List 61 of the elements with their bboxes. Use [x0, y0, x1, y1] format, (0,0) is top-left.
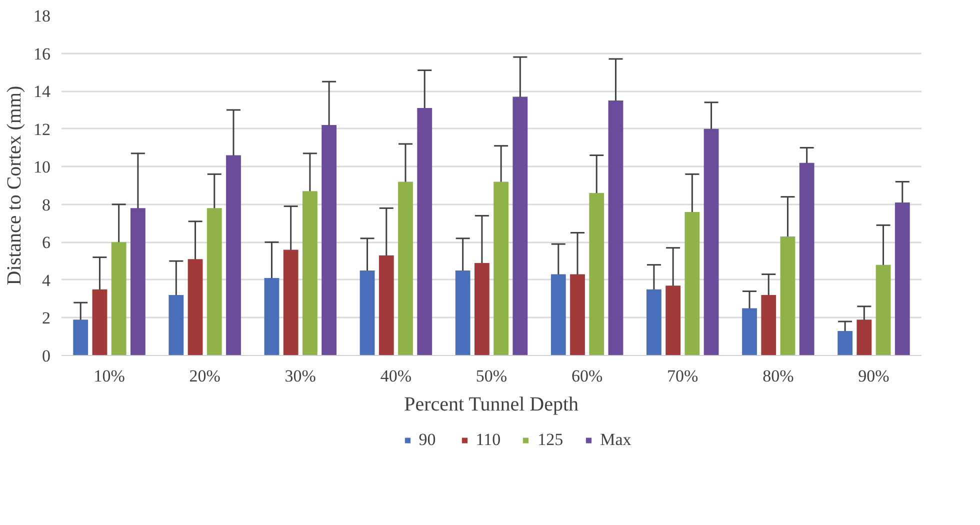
bar	[360, 270, 375, 356]
bar	[608, 100, 624, 356]
bar	[111, 242, 126, 356]
y-tick-label: 18	[34, 6, 50, 26]
x-tick-label: 10%	[94, 366, 125, 386]
y-tick-label: 4	[42, 270, 51, 290]
bar	[838, 330, 853, 356]
y-tick-label: 12	[34, 120, 50, 139]
x-tick-label: 20%	[189, 366, 220, 386]
bar	[92, 289, 108, 356]
bar	[130, 208, 146, 356]
bar	[494, 182, 509, 356]
x-tick-label: 30%	[284, 366, 316, 386]
y-tick-label: 14	[34, 82, 51, 102]
y-tick-label: 10	[34, 158, 50, 177]
bar	[666, 286, 681, 356]
y-axis-title: Distance to Cortex (mm)	[4, 86, 26, 286]
x-axis-title: Percent Tunnel Depth	[404, 394, 579, 416]
bar	[188, 259, 203, 356]
bar	[168, 295, 184, 356]
bar	[646, 289, 662, 356]
bar	[799, 162, 814, 356]
y-tick-label: 0	[42, 346, 50, 366]
bar	[226, 155, 241, 356]
bar	[704, 128, 719, 356]
bar	[73, 320, 88, 356]
bar	[474, 262, 490, 356]
bar	[512, 96, 528, 356]
bar	[856, 320, 872, 356]
bar	[761, 295, 776, 356]
x-tick-label: 40%	[380, 366, 412, 386]
y-tick-label: 2	[42, 308, 50, 328]
x-tick-label: 60%	[571, 366, 603, 386]
legend-label: 90	[418, 430, 437, 450]
y-tick-label: 16	[34, 44, 50, 64]
x-tick-label: 70%	[667, 366, 698, 386]
bar	[684, 212, 700, 356]
bar	[589, 193, 604, 356]
bar	[283, 250, 298, 356]
bar	[780, 236, 796, 356]
bar	[455, 270, 470, 356]
x-tick-label: 80%	[762, 366, 794, 386]
bar	[378, 255, 394, 356]
bar	[894, 202, 910, 356]
bar	[322, 125, 337, 356]
bar	[742, 308, 757, 356]
bar	[206, 208, 222, 356]
x-tick-label: 50%	[476, 366, 508, 386]
bar	[398, 182, 413, 356]
bar	[264, 278, 280, 356]
legend-label: 125	[538, 430, 564, 450]
legend-label: Max	[600, 430, 632, 450]
bar	[302, 191, 318, 356]
y-tick-label: 8	[42, 195, 50, 214]
bar	[570, 274, 585, 356]
bar	[417, 108, 432, 356]
y-tick-label: 6	[42, 233, 50, 252]
bar	[876, 264, 891, 356]
legend-label: 110	[476, 430, 501, 450]
x-tick-label: 90%	[858, 366, 890, 386]
bar	[550, 274, 566, 356]
